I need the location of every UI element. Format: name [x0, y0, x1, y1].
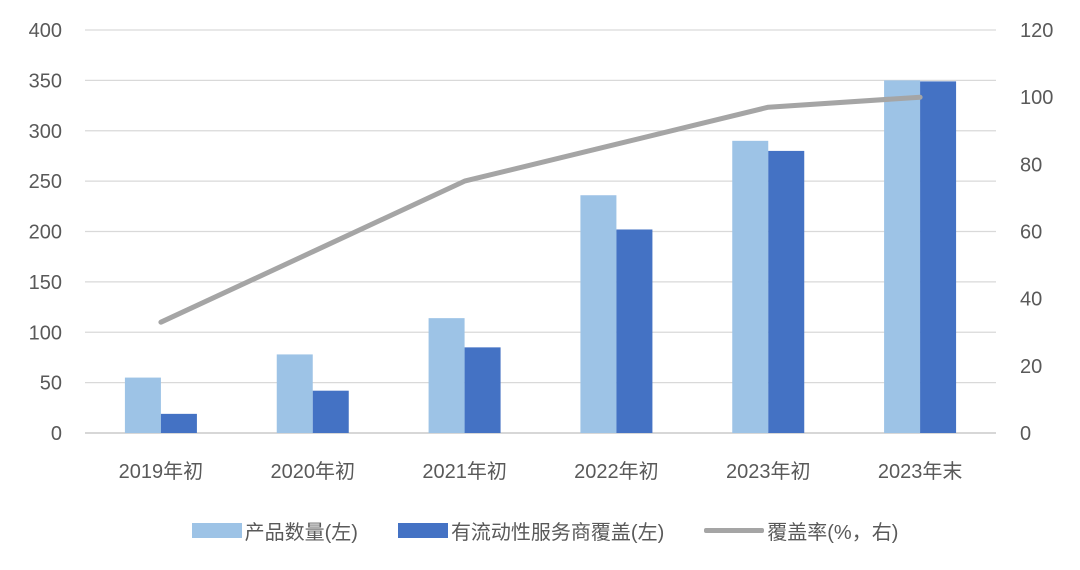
legend-swatch-coverage-rate — [704, 527, 765, 533]
y-right-tick-label: 0 — [1020, 423, 1031, 445]
legend-item-liquidity-provider-coverage: 有流动性服务商覆盖(左) — [397, 516, 665, 545]
y-axis-right: 0 20 40 60 80 100 120 — [1020, 20, 1053, 445]
x-tick-label: 2021年初 — [422, 460, 507, 483]
bar-product-count — [884, 80, 921, 433]
line-series — [158, 94, 923, 325]
y-left-tick-label: 100 — [29, 322, 62, 344]
y-left-tick-label: 200 — [29, 222, 62, 244]
x-tick-label: 2020年初 — [271, 460, 356, 483]
combo-bar-line-chart: 0 50 100 150 200 250 300 350 400 0 20 40 60 80 100 120 2… — [29, 20, 1054, 483]
y-right-tick-label: 80 — [1020, 154, 1042, 176]
bar-product-count — [124, 377, 161, 433]
bar-liquidity-provider-coverage — [768, 150, 805, 433]
legend-label-coverage-rate: 覆盖率(%，右) — [767, 521, 899, 544]
bar-liquidity-provider-coverage — [160, 413, 197, 433]
y-left-tick-label: 400 — [29, 20, 62, 42]
bar-liquidity-provider-coverage — [920, 81, 957, 433]
y-right-tick-label: 40 — [1020, 289, 1042, 311]
x-tick-label: 2019年初 — [119, 460, 204, 483]
bars — [124, 80, 957, 433]
y-left-tick-label: 250 — [29, 171, 62, 193]
y-right-tick-label: 60 — [1020, 222, 1042, 244]
coverage-rate-line — [158, 94, 923, 325]
legend-item-coverage-rate: 覆盖率(%，右) — [704, 516, 898, 545]
legend-label-product-count: 产品数量(左) — [244, 521, 358, 544]
x-tick-label: 2023年初 — [726, 460, 811, 483]
bar-product-count — [732, 140, 769, 433]
bar-product-count — [276, 354, 313, 433]
y-left-tick-label: 0 — [51, 423, 62, 445]
bar-liquidity-provider-coverage — [616, 229, 653, 433]
bar-product-count — [580, 195, 617, 433]
bar-liquidity-provider-coverage — [464, 347, 501, 433]
y-right-tick-label: 20 — [1020, 356, 1042, 378]
x-axis: 2019年初 2020年初 2021年初 2022年初 2023年初 2023年末 — [119, 460, 963, 483]
y-right-tick-label: 120 — [1020, 20, 1053, 42]
bar-liquidity-provider-coverage — [312, 390, 349, 433]
y-left-tick-label: 150 — [29, 272, 62, 294]
legend-item-product-count: 产品数量(左) — [191, 516, 358, 545]
x-tick-label: 2022年初 — [574, 460, 659, 483]
y-left-tick-label: 300 — [29, 121, 62, 143]
bar-product-count — [428, 318, 465, 433]
gridlines — [85, 29, 996, 434]
y-axis-left: 0 50 100 150 200 250 300 350 400 — [29, 20, 62, 445]
x-tick-label: 2023年末 — [878, 460, 963, 483]
chart-legend: 产品数量(左) 有流动性服务商覆盖(左) 覆盖率(%，右) — [10, 514, 1080, 546]
y-right-tick-label: 100 — [1020, 87, 1053, 109]
y-left-tick-label: 50 — [40, 373, 62, 395]
legend-swatch-liquidity-provider-coverage — [397, 522, 448, 538]
y-left-tick-label: 350 — [29, 70, 62, 92]
legend-label-liquidity-provider-coverage: 有流动性服务商覆盖(左) — [450, 521, 665, 544]
legend-swatch-product-count — [191, 522, 242, 538]
